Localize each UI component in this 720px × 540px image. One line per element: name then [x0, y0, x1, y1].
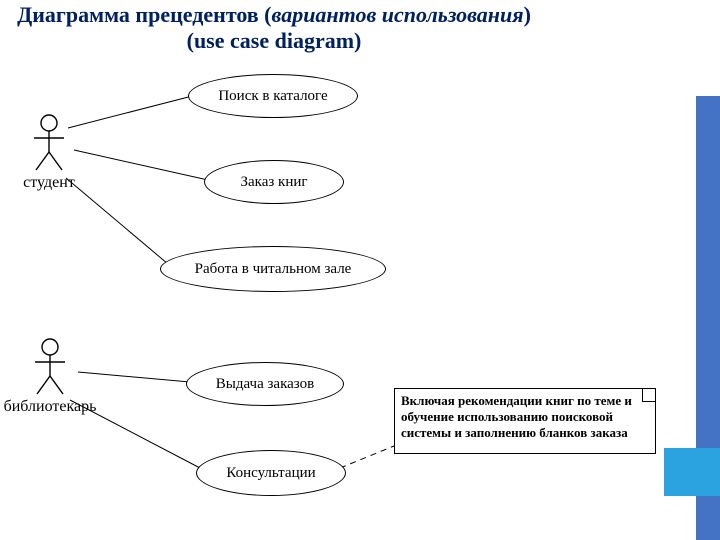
note-dog-ear-icon	[642, 389, 655, 402]
actor-librarian: библиотекарь	[0, 338, 100, 416]
usecase-reading: Работа в читальном зале	[160, 246, 386, 292]
actor-student: студент	[12, 114, 86, 192]
title-part1: Диаграмма прецедентов (	[17, 2, 271, 27]
actor-student-label: студент	[12, 174, 86, 192]
page-title: Диаграмма прецедентов (вариантов использ…	[4, 2, 544, 54]
stick-figure-icon	[32, 114, 66, 172]
usecase-order-label: Заказ книг	[240, 174, 307, 191]
usecase-consult: Консультации	[196, 450, 346, 496]
usecase-delivery-label: Выдача заказов	[216, 376, 314, 393]
diagram-canvas: Диаграмма прецедентов (вариантов использ…	[0, 0, 720, 540]
usecase-search: Поиск в каталоге	[188, 74, 358, 118]
usecase-reading-label: Работа в читальном зале	[195, 261, 352, 278]
usecase-consult-label: Консультации	[226, 465, 315, 482]
title-italic: вариантов использования	[272, 2, 524, 27]
actor-librarian-label: библиотекарь	[0, 398, 100, 416]
usecase-order: Заказ книг	[204, 160, 344, 204]
usecase-search-label: Поиск в каталоге	[218, 88, 327, 105]
side-accent	[664, 448, 720, 496]
stick-figure-icon	[33, 338, 67, 396]
note-box: Включая рекомендации книг по теме и обуч…	[394, 388, 656, 454]
note-text: Включая рекомендации книг по теме и обуч…	[401, 393, 632, 440]
usecase-delivery: Выдача заказов	[186, 362, 344, 406]
